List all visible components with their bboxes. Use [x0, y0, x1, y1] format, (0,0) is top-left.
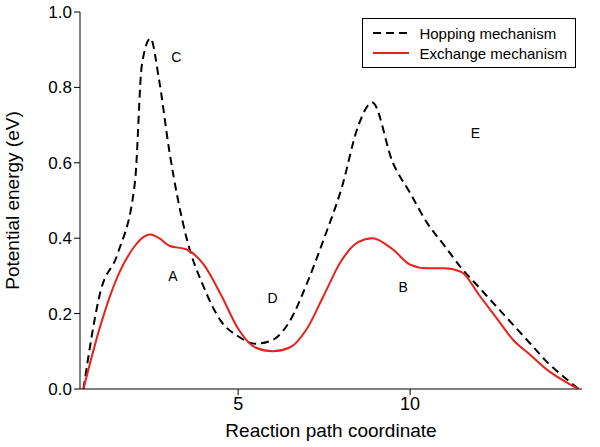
svg-text:0.6: 0.6 [48, 154, 72, 173]
svg-text:0.0: 0.0 [48, 380, 72, 399]
svg-text:1.0: 1.0 [48, 3, 72, 22]
svg-text:C: C [171, 49, 181, 65]
svg-text:E: E [471, 125, 480, 141]
svg-text:0.2: 0.2 [48, 305, 72, 324]
svg-text:0.4: 0.4 [48, 229, 72, 248]
svg-text:0.8: 0.8 [48, 78, 72, 97]
svg-text:B: B [399, 279, 408, 295]
html-text:Exchange mechanism: Exchange mechanism [419, 44, 567, 62]
svg-text:Potential energy (eV): Potential energy (eV) [2, 111, 23, 290]
svg-text:5: 5 [233, 394, 243, 414]
svg-text:A: A [168, 268, 178, 284]
svg-text:Reaction path coordinate: Reaction path coordinate [225, 420, 436, 441]
svg-text:D: D [267, 290, 277, 306]
svg-text:10: 10 [400, 394, 420, 414]
html-text:Hopping mechanism: Hopping mechanism [419, 24, 557, 42]
